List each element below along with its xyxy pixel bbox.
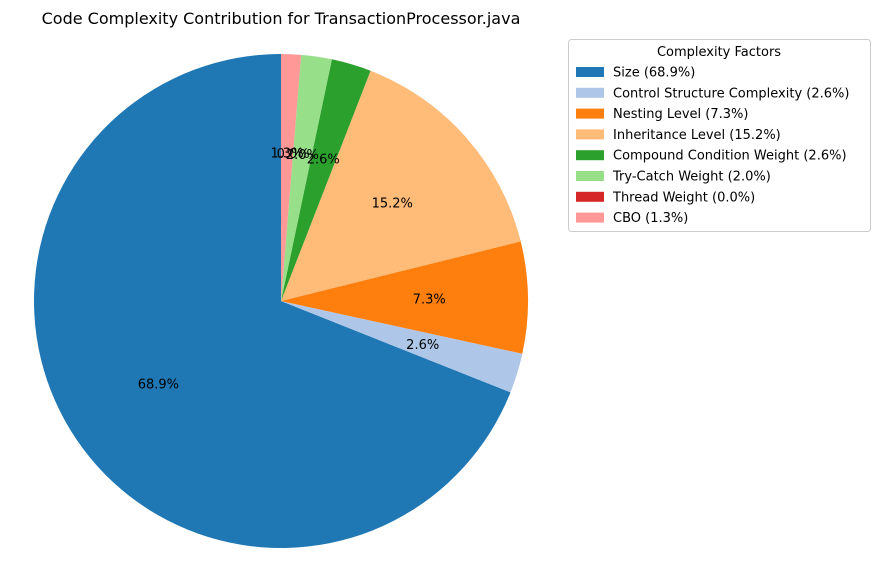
- legend-label-nesting-level: Nesting Level (7.3%): [613, 107, 748, 122]
- pct-label-thread-weight: 0.0%: [277, 147, 310, 162]
- legend-swatch-compound-condition-weight: [576, 150, 604, 161]
- pie-slice-compound-condition-weight: [281, 59, 371, 301]
- pie-slice-size: [34, 54, 511, 548]
- legend-label-size: Size (68.9%): [613, 66, 695, 81]
- legend-label-thread-weight: Thread Weight (0.0%): [612, 190, 755, 205]
- pct-label-compound-condition-weight: 2.6%: [307, 152, 340, 167]
- legend-swatch-nesting-level: [576, 108, 604, 119]
- legend-swatch-control-structure-complexity: [576, 87, 604, 98]
- pct-label-try-catch-weight: 2.0%: [286, 148, 319, 163]
- legend-swatch-thread-weight: [576, 191, 604, 202]
- legend-label-inheritance-level: Inheritance Level (15.2%): [613, 128, 781, 143]
- legend-label-cbo: CBO (1.3%): [613, 211, 688, 226]
- legend-items: Size (68.9%) Control Structure Complexity…: [576, 66, 849, 226]
- pct-label-nesting-level: 7.3%: [413, 292, 446, 307]
- legend-title: Complexity Factors: [657, 45, 781, 60]
- legend-label-control-structure-complexity: Control Structure Complexity (2.6%): [613, 86, 849, 101]
- pie-slices: [34, 54, 528, 548]
- legend: Complexity Factors Size (68.9%) Control S…: [568, 39, 871, 232]
- pie-percent-labels: 68.9%2.6%7.3%15.2%2.6%2.0%0.0%1.3%: [138, 146, 446, 392]
- legend-swatch-size: [576, 67, 604, 77]
- legend-swatch-try-catch-weight: [576, 171, 604, 181]
- legend-swatch-inheritance-level: [576, 129, 604, 140]
- legend-swatch-cbo: [576, 212, 604, 223]
- chart-title: Code Complexity Contribution for Transac…: [42, 9, 521, 28]
- legend-frame: [568, 39, 871, 232]
- pct-label-inheritance-level: 15.2%: [372, 197, 413, 212]
- pie-slice-cbo: [281, 54, 302, 301]
- legend-label-compound-condition-weight: Compound Condition Weight (2.6%): [613, 149, 847, 164]
- pie-slice-inheritance-level: [281, 70, 521, 301]
- pct-label-cbo: 1.3%: [271, 146, 304, 161]
- pct-label-control-structure-complexity: 2.6%: [406, 338, 439, 353]
- pct-label-size: 68.9%: [138, 378, 179, 393]
- pie-slice-nesting-level: [281, 241, 528, 354]
- pie-slice-try-catch-weight: [281, 54, 332, 301]
- legend-label-try-catch-weight: Try-Catch Weight (2.0%): [612, 170, 771, 185]
- pie-slice-control-structure-complexity: [281, 301, 523, 393]
